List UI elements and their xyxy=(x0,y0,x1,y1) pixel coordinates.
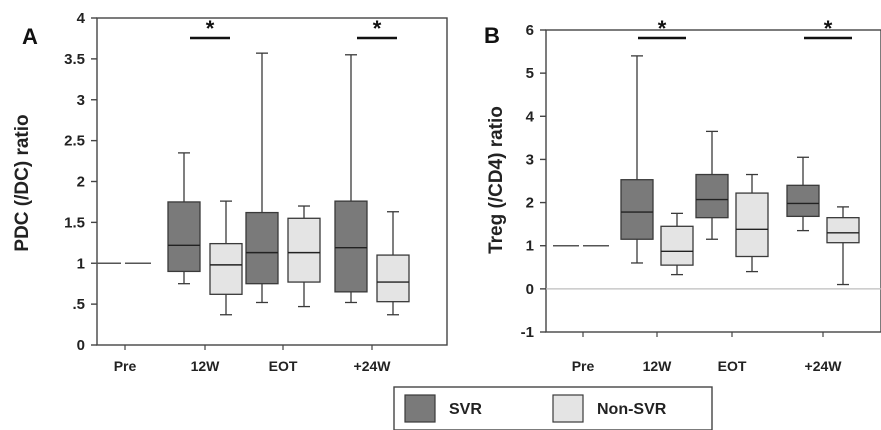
y-tick-label: 3.5 xyxy=(64,51,85,68)
significance-star-12w: * xyxy=(658,16,667,41)
significance-star-12w: * xyxy=(206,16,215,41)
y-tick-label: 4 xyxy=(77,10,86,27)
significance-star-plus24w: * xyxy=(373,16,382,41)
box-svr-plus24w-iqr xyxy=(786,184,820,218)
box-svr-12w-iqr xyxy=(620,179,654,240)
y-tick-label: 1.5 xyxy=(64,214,85,231)
y-tick-label: -1 xyxy=(521,324,534,341)
panel-label: B xyxy=(484,23,500,48)
x-tick-label-12w: 12W xyxy=(643,358,673,374)
y-axis-label: Treg (/CD4) ratio xyxy=(486,106,507,254)
x-tick-label-pre: Pre xyxy=(572,358,595,374)
y-tick-label: 6 xyxy=(526,22,534,39)
box-svr-12w-iqr xyxy=(167,201,201,273)
box-svr-eot-iqr xyxy=(245,211,279,285)
box-non-svr-12w-iqr xyxy=(660,225,694,266)
x-tick-label-plus24w: +24W xyxy=(805,358,843,374)
x-tick-label-pre: Pre xyxy=(114,358,137,374)
y-tick-label: 3 xyxy=(77,92,85,109)
box-non-svr-eot-iqr xyxy=(287,217,321,283)
x-tick-label-eot: EOT xyxy=(269,358,298,374)
y-tick-label: 1 xyxy=(526,238,534,255)
x-tick-label-plus24w: +24W xyxy=(354,358,392,374)
panel-a-pdc: A PDC (/DC) ratio 0 .5 1 1.5 2 2.5 3 3.5 4 Pre 12W EO… xyxy=(12,10,448,374)
y-tick-label: .5 xyxy=(72,296,85,313)
box-svr-eot-iqr xyxy=(695,173,729,219)
panel-b-treg: B Treg (/CD4) ratio -1 0 1 2 3 4 5 6 Pre 12W EOT +24W… xyxy=(484,16,881,374)
panel-label: A xyxy=(22,24,38,49)
legend-swatch-svr xyxy=(404,394,436,423)
box-non-svr-plus24w-iqr xyxy=(826,217,860,244)
y-tick-label: 5 xyxy=(526,65,534,82)
y-tick-label: 4 xyxy=(526,108,535,125)
y-tick-label: 0 xyxy=(77,337,85,354)
plot-frame xyxy=(545,29,881,333)
y-tick-label: 2 xyxy=(526,195,534,212)
y-tick-label: 0 xyxy=(526,281,534,298)
significance-star-plus24w: * xyxy=(824,16,833,41)
y-tick-label: 2.5 xyxy=(64,133,85,150)
y-axis-label: PDC (/DC) ratio xyxy=(12,114,33,251)
box-non-svr-12w-iqr xyxy=(209,242,243,295)
y-tick-label: 3 xyxy=(526,151,534,168)
y-tick-label: 1 xyxy=(77,255,85,272)
box-svr-plus24w-iqr xyxy=(334,200,368,293)
x-tick-label-12w: 12W xyxy=(191,358,221,374)
legend-swatch-non-svr xyxy=(552,394,584,423)
box-non-svr-eot-iqr xyxy=(735,192,769,258)
legend-label-svr: SVR xyxy=(449,401,482,418)
box-non-svr-plus24w-iqr xyxy=(376,254,410,303)
legend: SVR Non-SVR xyxy=(393,386,713,430)
y-tick-label: 2 xyxy=(77,174,85,191)
legend-label-non-svr: Non-SVR xyxy=(597,401,667,418)
x-tick-label-eot: EOT xyxy=(718,358,747,374)
